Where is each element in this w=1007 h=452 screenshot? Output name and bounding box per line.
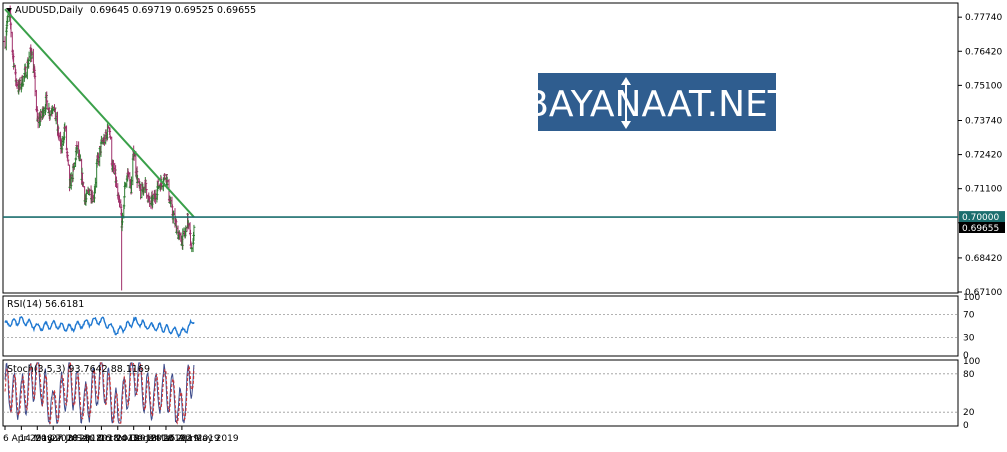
stochastic-axis: 100 80 20 0 <box>963 357 980 431</box>
level-price-label: 0.70000 <box>962 213 999 223</box>
ohlc-bar <box>192 224 196 241</box>
stochastic-panel[interactable]: Stoch(3,5,3) 93.7642 88.1169 100 80 20 0 <box>2 357 980 431</box>
oscillator-tick-label: 20 <box>963 408 975 418</box>
arrow-icon <box>621 77 631 129</box>
trendline[interactable] <box>4 8 195 218</box>
watermark-text: BAYANAAT.NET <box>524 84 791 125</box>
watermark-logo: BAYANAAT.NET <box>524 73 791 131</box>
oscillator-tick-label: 70 <box>963 310 975 320</box>
date-tick-label: 3 Sep 2018 <box>68 434 120 444</box>
date-tick-label: 14 May 2018 <box>19 434 78 444</box>
oscillator-tick-label: 0 <box>963 421 969 431</box>
price-axis: 0.77740 0.76420 0.75100 0.73740 0.72420 0.711… <box>958 13 1002 298</box>
date-tick-label: 8 Mar 2019 <box>148 434 200 444</box>
price-tick-label: 0.72420 <box>965 151 1002 161</box>
rsi-title: RSI(14) 56.6181 <box>7 299 84 310</box>
oscillator-tick-label: 30 <box>963 334 975 344</box>
date-tick-label: 27 Jul 2018 <box>51 434 102 444</box>
price-tick-label: 0.75100 <box>965 81 1002 91</box>
stochastic-signal-line <box>4 362 195 425</box>
stochastic-title: Stoch(3,5,3) 93.7642 88.1169 <box>7 364 150 375</box>
symbol-label: AUDUSD,Daily <box>15 5 84 16</box>
main-price-panel[interactable]: 0.77740 0.76420 0.75100 0.73740 0.72420 0.711… <box>2 2 1005 298</box>
date-tick-label: 10 Oct 2018 <box>83 434 139 444</box>
rsi-axis: 100 70 30 0 <box>963 293 980 361</box>
rsi-line <box>4 315 195 339</box>
oscillator-tick-label: 80 <box>963 370 975 380</box>
dropdown-triangle-icon[interactable] <box>6 8 12 12</box>
oscillator-tick-label: 100 <box>963 293 980 303</box>
oscillator-tick-label: 0 <box>963 351 969 361</box>
price-tick-label: 0.77740 <box>965 13 1002 23</box>
level-price-tag: 0.70000 <box>959 211 1005 223</box>
price-tick-label: 0.68420 <box>965 254 1002 264</box>
oscillator-tick-label: 100 <box>963 357 980 367</box>
date-tick-label: 24 Dec 2018 <box>116 434 174 444</box>
last-price-tag: 0.69655 <box>959 222 1005 234</box>
ohlc-values: 0.69645 0.69719 0.69525 0.69655 <box>90 5 256 16</box>
last-price-label: 0.69655 <box>962 224 999 234</box>
price-tick-label: 0.67100 <box>965 288 1002 298</box>
candlestick-series <box>3 5 196 291</box>
date-tick-label: 15 Apr 2019 <box>164 434 220 444</box>
date-tick-label: 30 Jan 2019 <box>132 434 186 444</box>
date-tick-label: 22 May 2019 <box>180 434 239 444</box>
symbol-header: AUDUSD,Daily 0.69645 0.69719 0.69525 0.6… <box>6 5 256 16</box>
date-tick-label: 20 Jun 2018 <box>35 434 89 444</box>
price-tick-label: 0.71100 <box>965 185 1002 195</box>
price-tick-label: 0.73740 <box>965 116 1002 126</box>
date-tick-label: 6 Apr 2018 <box>3 434 53 444</box>
price-tick-label: 0.76420 <box>965 47 1002 57</box>
rsi-panel[interactable]: RSI(14) 56.6181 100 70 30 0 <box>2 293 980 361</box>
date-tick-label: 16 Nov 2018 <box>99 434 157 444</box>
